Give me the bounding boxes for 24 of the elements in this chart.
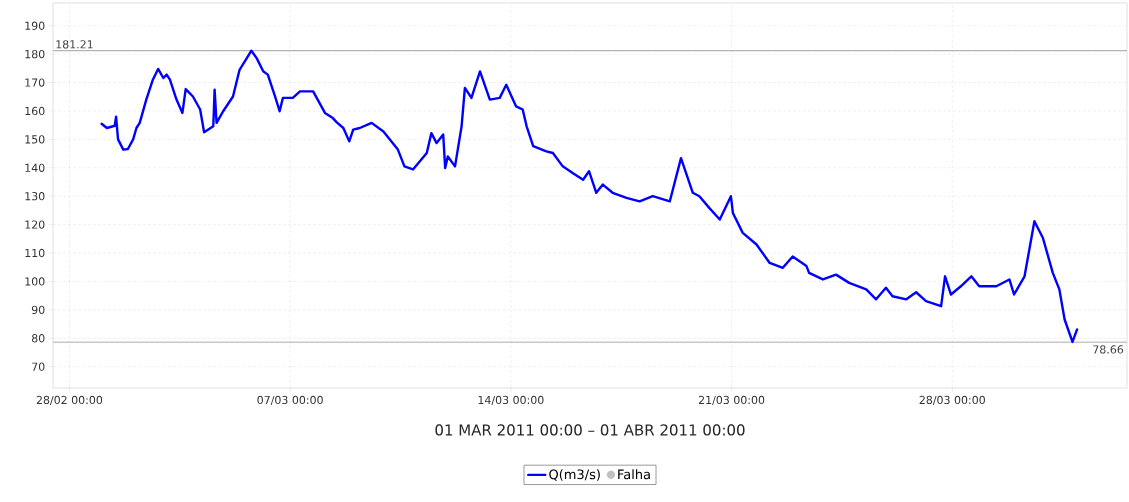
line-series (100, 49, 1079, 344)
y-tick-label: 160 (25, 106, 45, 116)
y-tick-label: 90 (31, 305, 45, 315)
x-tick-label: 14/03 00:00 (478, 395, 544, 405)
y-tick-label: 70 (32, 362, 45, 371)
y-tick-label: 180 (25, 49, 45, 59)
y-tick-label: 130 (25, 192, 45, 201)
x-tick-label: 21/03 00:00 (698, 395, 765, 405)
legend-label: Q(m3/s) (549, 469, 600, 481)
ref-line-label: 78.66 (1093, 345, 1124, 354)
y-tick-label: 110 (25, 248, 45, 258)
ref-line-label: 181.21 (56, 40, 93, 49)
legend-label: Falha (618, 469, 650, 480)
y-tick-label: 80 (31, 334, 45, 343)
x-tick-label: 28/02 00:00 (36, 395, 103, 405)
y-tick-label: 120 (25, 220, 45, 229)
y-tick-label: 100 (25, 277, 45, 286)
x-tick-label: 28/03 00:00 (919, 395, 985, 405)
x-axis-title: 01 MAR 2011 00:00 – 01 ABR 2011 00:00 (435, 424, 745, 436)
y-tick-label: 150 (25, 135, 45, 144)
y-tick-label: 140 (25, 163, 45, 172)
y-tick-label: 170 (25, 78, 45, 87)
y-tick-label: 190 (25, 21, 45, 30)
x-tick-label: 07/03 00:00 (257, 395, 323, 405)
